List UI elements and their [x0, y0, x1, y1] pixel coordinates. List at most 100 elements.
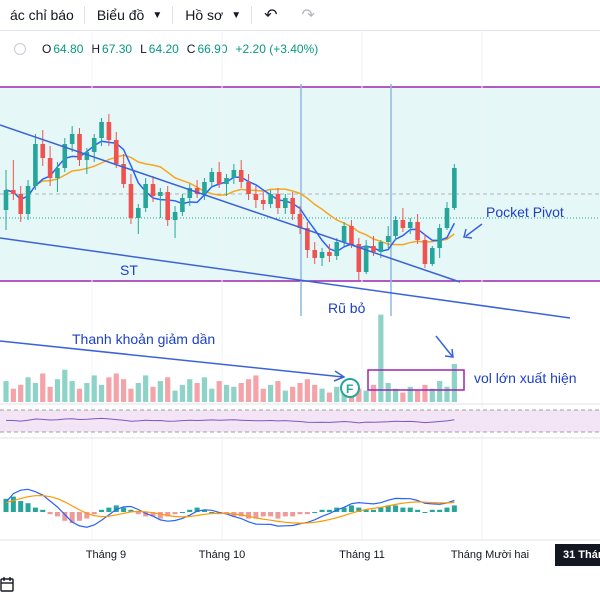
macd-signal-line	[5, 494, 455, 524]
candle-body	[69, 134, 75, 144]
macd-bar	[297, 512, 303, 515]
f-marker-icon[interactable]	[340, 378, 360, 398]
time-axis-label: Tháng 11	[339, 549, 385, 561]
volume-bar	[179, 384, 185, 402]
volume-bar	[290, 386, 296, 402]
candle-body	[18, 194, 23, 214]
volume-bar	[165, 377, 171, 402]
volume-bar	[326, 392, 332, 402]
macd-bar	[260, 512, 266, 517]
trendline-upper	[0, 124, 461, 283]
low-key: L	[140, 42, 147, 56]
toolbar-divider	[251, 6, 253, 24]
chart-menu-label: Biểu đồ	[96, 7, 145, 23]
candle-body	[25, 186, 31, 214]
indicators-button[interactable]: ác chỉ báo	[0, 0, 84, 30]
redo-icon[interactable]: ↷	[301, 7, 315, 24]
volume-bar	[407, 386, 413, 402]
symbol-visibility-icon[interactable]	[14, 43, 26, 55]
volume-bar	[10, 388, 16, 402]
candle-body	[253, 194, 259, 200]
volume-bar	[201, 377, 208, 402]
time-axis[interactable]: Tháng 9 Tháng 10 Tháng 11 Tháng Mười hai	[86, 549, 529, 561]
profile-menu-label: Hồ sơ	[185, 7, 224, 23]
candle-body	[260, 200, 266, 204]
candle-body	[430, 248, 435, 264]
rsi-line	[5, 417, 455, 424]
macd-bar	[113, 505, 119, 512]
close-key: C	[186, 42, 196, 56]
volume-bar	[98, 384, 105, 402]
macd-bar	[18, 501, 24, 512]
volume-bar	[268, 384, 274, 402]
candle-body	[172, 212, 178, 220]
volume-bar	[392, 388, 399, 402]
candle-body	[194, 188, 200, 194]
candle-body	[312, 250, 317, 258]
candle-body	[290, 198, 295, 214]
candle-body	[150, 184, 156, 196]
candle-body	[452, 168, 457, 208]
volume-bar	[312, 384, 318, 402]
macd-bar	[378, 507, 384, 512]
candle-body	[224, 178, 229, 184]
volume-bar	[356, 388, 362, 402]
toolbar-divider	[172, 6, 174, 24]
volume-bar	[275, 381, 281, 402]
chart-menu-button[interactable]: Biểu đồ ▼	[85, 0, 172, 30]
top-toolbar: ác chỉ báo Biểu đồ ▼ Hồ sơ ▼ ↶ ↷	[0, 0, 600, 31]
macd-bar	[69, 512, 75, 523]
volume-bar	[54, 379, 61, 402]
close-value: 66.90	[197, 42, 228, 56]
consolidation-band	[0, 87, 600, 281]
current-date-badge: 31 Tháng	[555, 544, 600, 566]
volume-bar	[223, 384, 230, 402]
macd-bar	[348, 505, 354, 512]
pocket-pivot-arrowhead	[463, 228, 473, 239]
macd-bar	[40, 509, 46, 512]
volume-decline-arrowhead	[333, 370, 346, 382]
big-volume-box	[367, 369, 465, 391]
candles	[3, 114, 457, 280]
macd-bar	[400, 507, 406, 512]
candle-body	[371, 246, 376, 252]
macd-bar	[282, 512, 288, 517]
macd-bar	[422, 512, 428, 513]
indicators-label: ác chỉ báo	[10, 7, 74, 23]
calendar-icon[interactable]	[0, 576, 14, 592]
macd-bar	[54, 512, 60, 517]
macd-bar	[437, 509, 443, 512]
chevron-down-icon: ▼	[231, 9, 242, 21]
macd-bar	[356, 507, 362, 512]
volume-bar	[76, 388, 83, 402]
trendline-lower	[0, 237, 571, 319]
volume-bar	[113, 373, 119, 402]
open-value: 64.80	[53, 42, 84, 56]
candle-body	[99, 122, 104, 138]
st-label: ST	[120, 262, 138, 278]
candle-body	[158, 192, 163, 196]
candle-body	[231, 170, 237, 178]
volume-bar	[187, 379, 193, 402]
macd-bar	[312, 512, 318, 513]
candle-body	[268, 194, 273, 204]
macd-bar	[179, 512, 185, 513]
toolbar-divider	[83, 6, 85, 24]
macd-bar	[238, 512, 244, 517]
candle-body	[275, 194, 281, 208]
volume-bar	[245, 379, 252, 402]
macd-bar	[385, 505, 391, 512]
volume-bar	[194, 383, 200, 402]
volume-bar	[415, 390, 421, 402]
volume-bar	[121, 379, 127, 402]
candle-body	[246, 182, 251, 194]
change-value: +2.20 (+3.40%)	[235, 42, 319, 56]
profile-menu-button[interactable]: Hồ sơ ▼	[173, 0, 251, 30]
undo-icon[interactable]: ↶	[264, 7, 278, 24]
macd-bar	[194, 507, 200, 512]
macd-bar	[99, 509, 105, 512]
volume-bar	[40, 373, 46, 402]
volume-bar	[106, 377, 112, 402]
grid	[91, 30, 483, 540]
